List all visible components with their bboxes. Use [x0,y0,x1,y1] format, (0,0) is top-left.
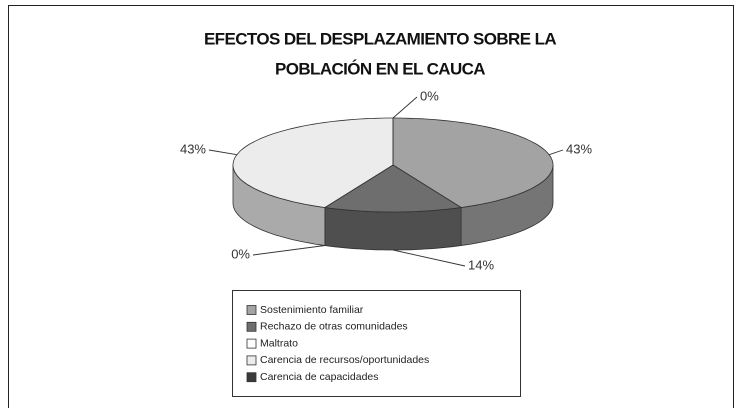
legend-label: Maltrato [260,337,298,349]
leader-line [392,249,466,267]
legend-label: Carencia de recursos/oportunidades [260,354,429,366]
data-label: 43% [180,141,206,156]
pie-slice [323,164,463,213]
legend-swatch [246,355,257,366]
data-label: 43% [566,141,592,156]
leader-line [208,149,237,156]
legend-swatch [246,321,257,332]
data-label: 0% [420,88,439,103]
data-label: 14% [468,257,494,272]
leader-line [548,149,564,156]
legend-swatch [246,372,257,383]
legend-swatch [246,305,257,315]
legend-label: Rechazo de otras comunidades [260,321,408,333]
legend-swatch [246,338,257,349]
chart-title: POBLACIÓN EN EL CAUCA [275,59,485,78]
leader-line [392,96,418,119]
legend-label: Sostenimiento familiar [260,304,364,316]
legend-label: Carencia de capacidades [260,371,379,383]
frame [8,5,734,408]
data-label: 0% [231,246,250,261]
legend-box [232,290,521,397]
leader-line [252,245,325,256]
chart-title: EFECTOS DEL DESPLAZAMIENTO SOBRE LA [204,29,556,48]
pie-side [324,207,462,251]
